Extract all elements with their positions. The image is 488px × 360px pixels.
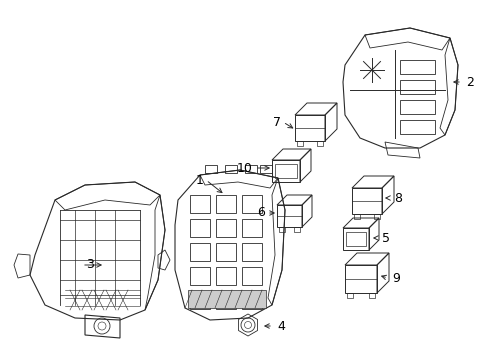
Bar bbox=[216, 219, 236, 237]
Bar bbox=[204, 165, 217, 173]
Text: 7: 7 bbox=[272, 116, 281, 129]
Bar bbox=[216, 195, 236, 213]
Bar bbox=[296, 141, 303, 146]
Bar bbox=[274, 164, 296, 178]
Bar bbox=[316, 141, 323, 146]
Text: 3: 3 bbox=[86, 258, 94, 271]
Text: 5: 5 bbox=[381, 231, 389, 244]
Bar bbox=[216, 243, 236, 261]
Text: 10: 10 bbox=[237, 162, 252, 175]
Bar bbox=[190, 291, 209, 309]
Bar bbox=[242, 195, 262, 213]
Bar bbox=[216, 291, 236, 309]
Bar bbox=[399, 60, 434, 74]
Bar bbox=[399, 80, 434, 94]
Bar bbox=[187, 290, 265, 308]
Bar bbox=[224, 165, 237, 173]
Text: 6: 6 bbox=[257, 207, 264, 220]
Bar bbox=[346, 293, 352, 298]
Bar bbox=[399, 100, 434, 114]
Bar bbox=[293, 227, 299, 232]
Bar bbox=[353, 214, 359, 219]
Text: 4: 4 bbox=[276, 320, 285, 333]
Bar bbox=[242, 291, 262, 309]
Bar bbox=[242, 267, 262, 285]
Bar bbox=[399, 120, 434, 134]
Text: 1: 1 bbox=[196, 174, 203, 186]
Bar bbox=[346, 232, 365, 246]
Bar bbox=[190, 195, 209, 213]
Bar bbox=[216, 267, 236, 285]
Bar bbox=[242, 243, 262, 261]
Bar bbox=[279, 227, 285, 232]
Bar bbox=[190, 219, 209, 237]
Bar bbox=[242, 219, 262, 237]
Bar bbox=[260, 165, 271, 173]
Bar bbox=[244, 165, 257, 173]
Text: 2: 2 bbox=[465, 76, 473, 89]
Text: 8: 8 bbox=[393, 192, 401, 204]
Bar bbox=[373, 214, 379, 219]
Bar bbox=[190, 267, 209, 285]
Bar bbox=[368, 293, 374, 298]
Bar bbox=[190, 243, 209, 261]
Text: 9: 9 bbox=[391, 271, 399, 284]
